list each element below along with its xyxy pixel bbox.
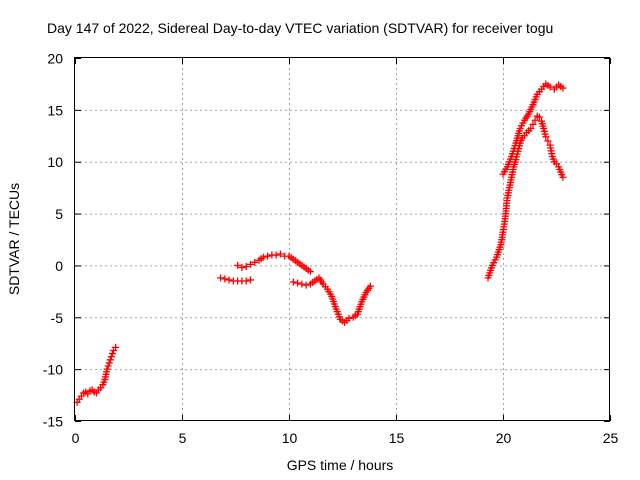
y-tick-label: -10 <box>43 362 63 378</box>
x-tick-label: 0 <box>72 430 80 446</box>
data-point <box>264 252 272 260</box>
data-point <box>546 83 554 91</box>
data-point-interp <box>106 356 114 364</box>
y-tick-label: 0 <box>55 258 63 274</box>
data-point <box>105 359 113 367</box>
data-point <box>246 276 254 284</box>
y-tick-label: 20 <box>47 51 63 67</box>
y-tick-label: -15 <box>43 414 63 430</box>
data-point <box>234 261 242 269</box>
data-point <box>294 279 302 287</box>
series-segment-1 <box>73 343 120 406</box>
data-point <box>527 125 535 133</box>
series-segment-5 <box>484 112 567 282</box>
x-tick-label: 15 <box>389 430 405 446</box>
series-segment-4 <box>289 274 374 326</box>
data-point-interp <box>108 350 116 358</box>
data-point <box>217 274 225 282</box>
data-point <box>221 275 229 283</box>
data-point <box>306 268 314 276</box>
chart-title: Day 147 of 2022, Sidereal Day-to-day VTE… <box>47 20 553 36</box>
data-point <box>103 365 111 373</box>
data-point <box>345 314 353 322</box>
x-tick-label: 20 <box>496 430 512 446</box>
tick-layer: 0 5 10 15 20 25 -15 -10 -5 0 5 10 15 20 <box>43 51 619 447</box>
data-point <box>289 278 297 286</box>
data-point <box>276 250 284 258</box>
y-tick-label: -5 <box>51 310 64 326</box>
x-tick-label: 25 <box>603 430 619 446</box>
data-point <box>112 343 120 351</box>
y-tick-label: 15 <box>47 102 63 118</box>
data-point <box>246 260 254 268</box>
y-axis-title: SDTVAR / TECUs <box>6 183 22 295</box>
data-point <box>272 251 280 259</box>
series-segment-6 <box>499 80 567 178</box>
data-point <box>225 276 233 284</box>
data-point <box>544 137 552 145</box>
data-point <box>259 253 267 261</box>
data-point <box>298 280 306 288</box>
x-tick-label: 10 <box>282 430 298 446</box>
x-tick-label: 5 <box>179 430 187 446</box>
y-tick-label: 5 <box>55 206 63 222</box>
data-point <box>529 120 537 128</box>
data-point <box>107 353 115 361</box>
series-segment-2 <box>217 274 254 285</box>
data-point <box>251 258 259 266</box>
data-point <box>302 281 310 289</box>
data-point <box>542 133 550 141</box>
x-axis-title: GPS time / hours <box>287 457 394 473</box>
data-point-interp <box>104 362 112 370</box>
data-point <box>242 262 250 270</box>
data-point <box>559 84 567 92</box>
data-point <box>559 173 567 181</box>
plot-frame <box>74 57 610 421</box>
data-point <box>238 264 246 272</box>
y-tick-label: 10 <box>47 154 63 170</box>
data-point <box>535 113 543 121</box>
data-point <box>366 282 374 290</box>
data-point <box>531 116 539 124</box>
data-point <box>242 277 250 285</box>
points-layer <box>73 80 567 406</box>
series-segment-3 <box>234 250 314 276</box>
